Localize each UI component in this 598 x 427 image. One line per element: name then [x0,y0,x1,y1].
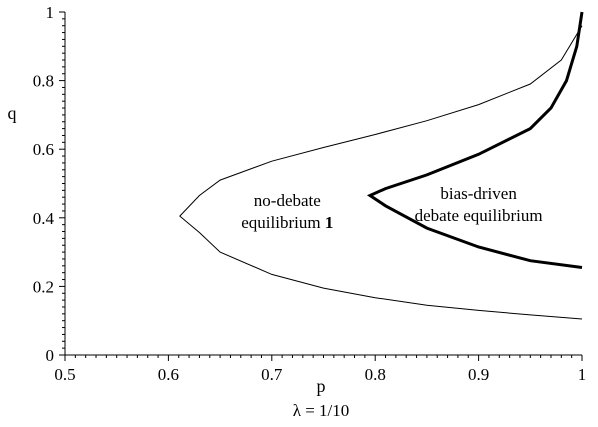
labels: 0.5 0.6 0.7 0.8 0.9 1 0 0.2 0.4 0.6 0.8 1 p q λ = 1/10… [8,3,587,420]
annotation-line: bias-driven [440,184,517,203]
annotation-bold: 1 [325,213,334,232]
boundary-curve-thick [366,11,584,269]
y-tick-label: 0 [46,346,55,365]
annotation-line: no-debate [254,191,321,210]
no-debate-region-label: no-debate equilibrium 1 [241,191,333,232]
y-axis-label: q [8,103,17,123]
bias-driven-region-label: bias-driven debate equilibrium [415,184,543,225]
x-tick-label: 0.9 [468,365,489,384]
annotation-line: debate equilibrium [415,206,543,225]
curves [179,11,584,320]
axes [59,11,583,361]
y-tick-label: 0.2 [33,277,54,296]
x-tick-label: 1 [578,365,587,384]
y-tick-label: 0.8 [33,72,54,91]
boundary-curve-thin [179,25,583,320]
caption: λ = 1/10 [293,401,350,420]
y-tick-label: 0.6 [33,140,54,159]
x-axis-label: p [317,376,326,396]
x-tick-label: 0.7 [261,365,283,384]
y-tick-label: 0.4 [33,209,55,228]
x-tick-label: 0.8 [365,365,386,384]
x-tick-label: 0.5 [54,365,75,384]
x-tick-label: 0.6 [158,365,179,384]
y-tick-label: 1 [46,3,55,22]
annotation-line: equilibrium 1 [241,213,333,232]
